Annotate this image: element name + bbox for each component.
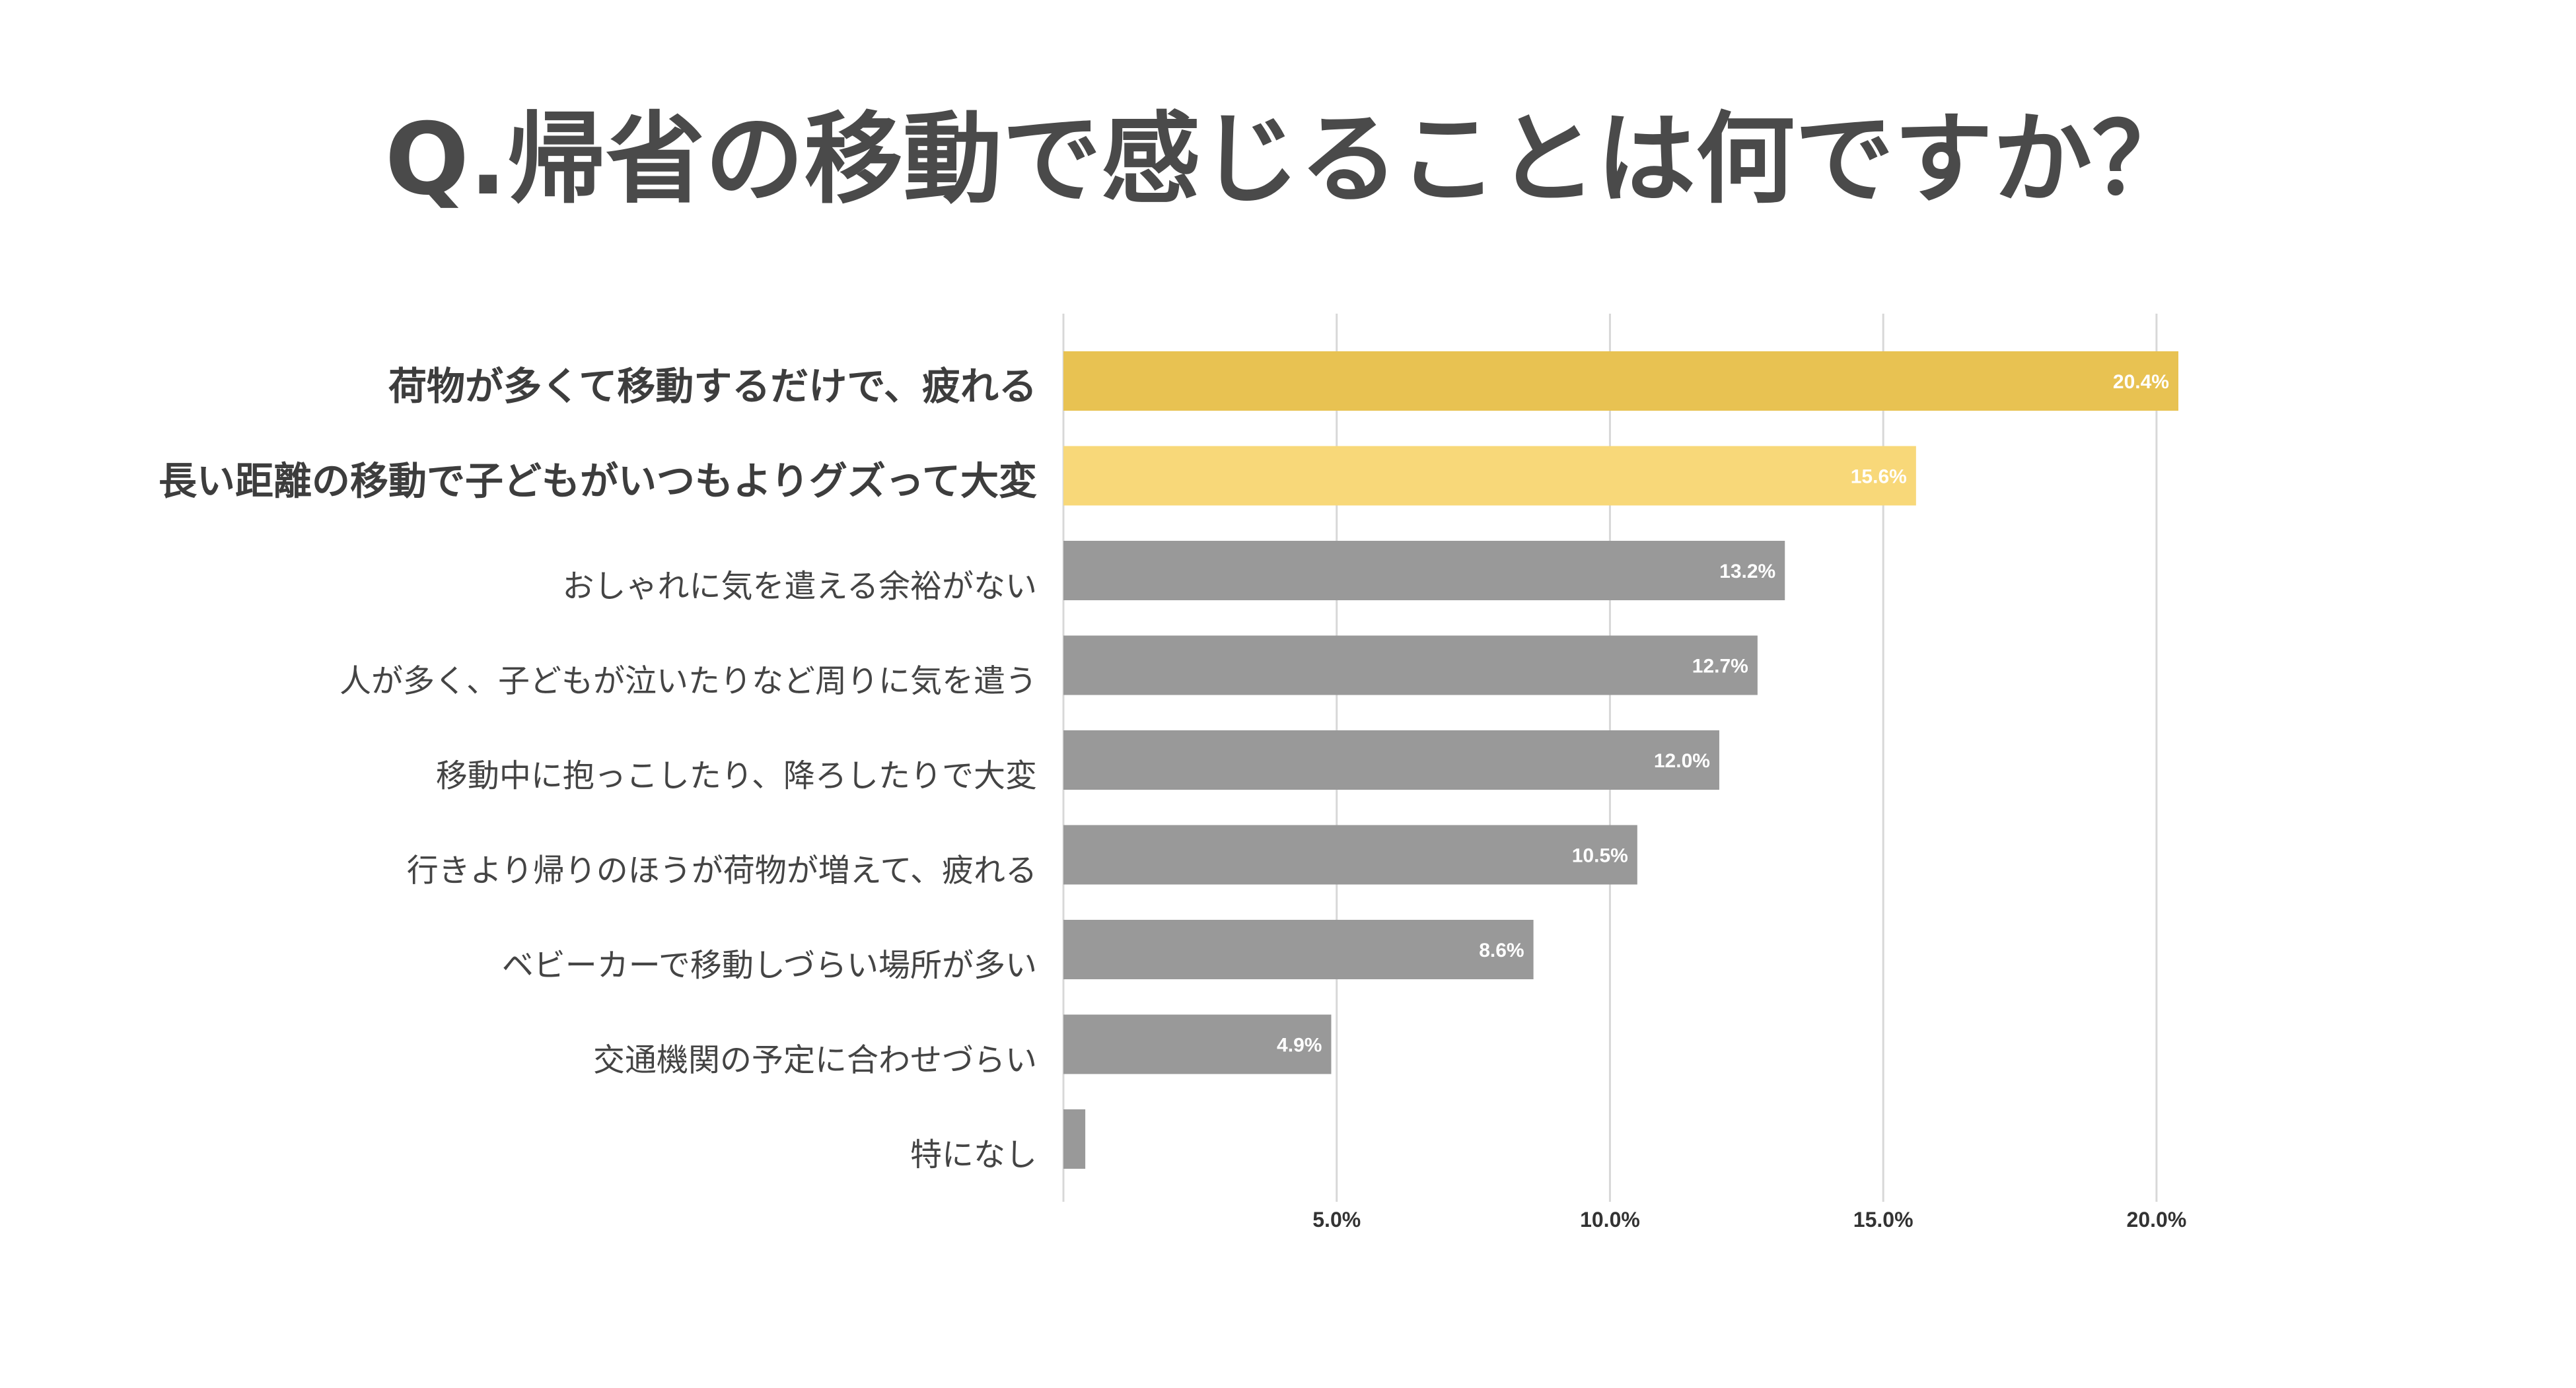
category-label: 人が多く、子どもが泣いたりなど周りに気を遣う <box>340 663 1037 700</box>
value-label: 8.6% <box>1479 940 1524 961</box>
category-label: 長い距離の移動で子どもがいつもよりグズって大変 <box>159 459 1037 504</box>
value-label: 10.5% <box>1572 845 1628 867</box>
value-label: 15.6% <box>1851 466 1907 488</box>
bar <box>1063 920 1534 979</box>
value-label: 12.0% <box>1654 750 1710 772</box>
value-label: 12.7% <box>1692 656 1748 677</box>
value-label: 20.4% <box>2113 371 2169 393</box>
bar <box>1063 1014 1332 1074</box>
category-label: 特になし <box>910 1136 1037 1173</box>
bar <box>1063 730 1719 790</box>
x-tick-label: 15.0% <box>1853 1208 1914 1232</box>
category-label: おしゃれに気を遣える余裕がない <box>562 568 1037 605</box>
bar <box>1063 351 2178 411</box>
bar <box>1063 446 1916 506</box>
category-label: ベビーカーで移動しづらい場所が多い <box>502 947 1037 984</box>
category-label: 行きより帰りのほうが荷物が増えて、疲れる <box>407 852 1037 889</box>
category-label: 荷物が多くて移動するだけで、疲れる <box>388 364 1037 409</box>
value-label: 13.2% <box>1719 561 1775 582</box>
category-label: 交通機関の予定に合わせづらい <box>593 1042 1037 1079</box>
x-tick-label: 5.0% <box>1312 1208 1361 1232</box>
category-label: 移動中に抱っこしたり、降ろしたりで大変 <box>436 757 1037 794</box>
bar <box>1063 825 1637 885</box>
x-tick-label: 10.0% <box>1580 1208 1640 1232</box>
x-tick-label: 20.0% <box>2127 1208 2187 1232</box>
value-label: 4.9% <box>1277 1035 1322 1057</box>
bar <box>1063 1109 1086 1169</box>
chart-title: Q.帰省の移動で感じることは何ですか？ <box>384 102 2192 217</box>
bar <box>1063 541 1785 600</box>
bar <box>1063 635 1758 695</box>
